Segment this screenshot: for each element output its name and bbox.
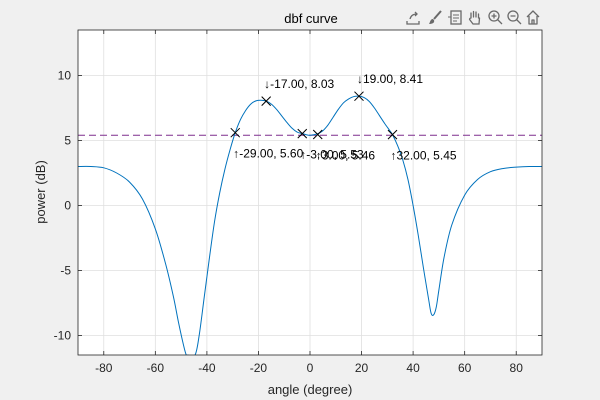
grid-lines — [78, 30, 542, 355]
marker-cross-stroke — [230, 127, 241, 138]
axes-toolbar — [404, 8, 542, 26]
x-axis-label: angle (degree) — [268, 382, 353, 397]
marker-cross-stroke — [261, 96, 272, 106]
y-tick-label: 10 — [58, 69, 72, 83]
data-label: ↓19.00, 8.41 — [357, 72, 423, 86]
y-tick-label: -5 — [60, 264, 71, 278]
series-line-dbf — [78, 95, 542, 355]
x-tick-label: -20 — [250, 361, 268, 375]
data-marker — [387, 129, 398, 140]
export-icon[interactable] — [404, 8, 422, 26]
y-axis-ticks: -10 -5 0 5 10 — [54, 69, 542, 343]
y-axis-label: power (dB) — [33, 160, 48, 224]
x-tick-label: 0 — [307, 361, 314, 375]
x-tick-label: -80 — [95, 361, 113, 375]
data-marker — [230, 127, 241, 138]
plot-content: ↑-29.00, 5.60↓-17.00, 8.03↑-3.00, 5.53↑3… — [78, 72, 542, 355]
data-label: ↑-29.00, 5.60 — [233, 147, 303, 161]
x-tick-label: -60 — [147, 361, 165, 375]
data-label: ↑3.00, 5.46 — [316, 149, 376, 163]
data-tips-icon[interactable] — [446, 8, 464, 26]
zoom-in-icon[interactable] — [486, 8, 504, 26]
brush-icon[interactable] — [426, 8, 444, 26]
plot-axes[interactable]: ↑-29.00, 5.60↓-17.00, 8.03↑-3.00, 5.53↑3… — [54, 29, 543, 375]
x-tick-label: 60 — [458, 361, 472, 375]
marker-cross-stroke — [297, 128, 308, 139]
data-label: ↑-3.00, 5.53 — [300, 148, 364, 162]
pan-hand-icon[interactable] — [466, 8, 484, 26]
data-label: ↑32.00, 5.45 — [390, 149, 456, 163]
x-tick-label: 20 — [355, 361, 369, 375]
x-axis-ticks: -80 -60 -40 -20 0 20 40 60 80 — [95, 30, 523, 375]
x-tick-label: 40 — [406, 361, 420, 375]
marker-cross-stroke — [312, 129, 323, 140]
y-tick-label: 5 — [64, 134, 71, 148]
data-label: ↓-17.00, 8.03 — [264, 77, 334, 91]
annotation-group: ↑-29.00, 5.60↓-17.00, 8.03↑-3.00, 5.53↑3… — [233, 72, 457, 162]
marker-cross-stroke — [387, 129, 398, 140]
data-marker — [312, 129, 323, 140]
marker-cross-stroke — [354, 91, 364, 102]
x-tick-label: -40 — [198, 361, 216, 375]
zoom-out-icon[interactable] — [505, 8, 523, 26]
chart-title: dbf curve — [284, 11, 337, 26]
y-tick-label: 0 — [64, 199, 71, 213]
data-marker — [354, 91, 364, 102]
marker-group — [230, 91, 398, 140]
x-tick-label: 80 — [510, 361, 524, 375]
y-tick-label: -10 — [54, 329, 72, 343]
home-icon[interactable] — [524, 8, 542, 26]
data-marker — [297, 128, 308, 139]
data-marker — [261, 96, 272, 106]
